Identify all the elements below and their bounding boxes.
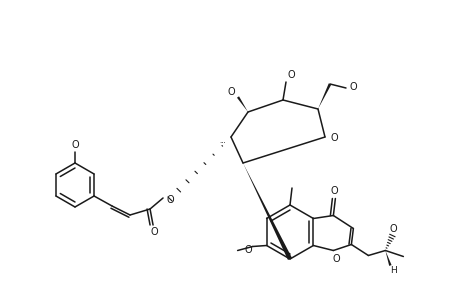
Text: O: O xyxy=(150,227,157,237)
Text: O: O xyxy=(332,254,340,263)
Text: O: O xyxy=(71,140,78,150)
Polygon shape xyxy=(236,96,247,112)
Text: O: O xyxy=(286,70,294,80)
Text: O: O xyxy=(227,87,234,97)
Polygon shape xyxy=(242,163,291,260)
Text: O: O xyxy=(330,185,337,196)
Text: O: O xyxy=(389,224,396,233)
Polygon shape xyxy=(317,83,330,109)
Text: O: O xyxy=(330,133,337,143)
Text: O: O xyxy=(166,195,174,205)
Text: ...: ... xyxy=(219,138,226,144)
Text: O: O xyxy=(244,245,252,256)
Polygon shape xyxy=(385,250,391,266)
Text: H: H xyxy=(389,266,396,275)
Text: O: O xyxy=(348,82,356,92)
